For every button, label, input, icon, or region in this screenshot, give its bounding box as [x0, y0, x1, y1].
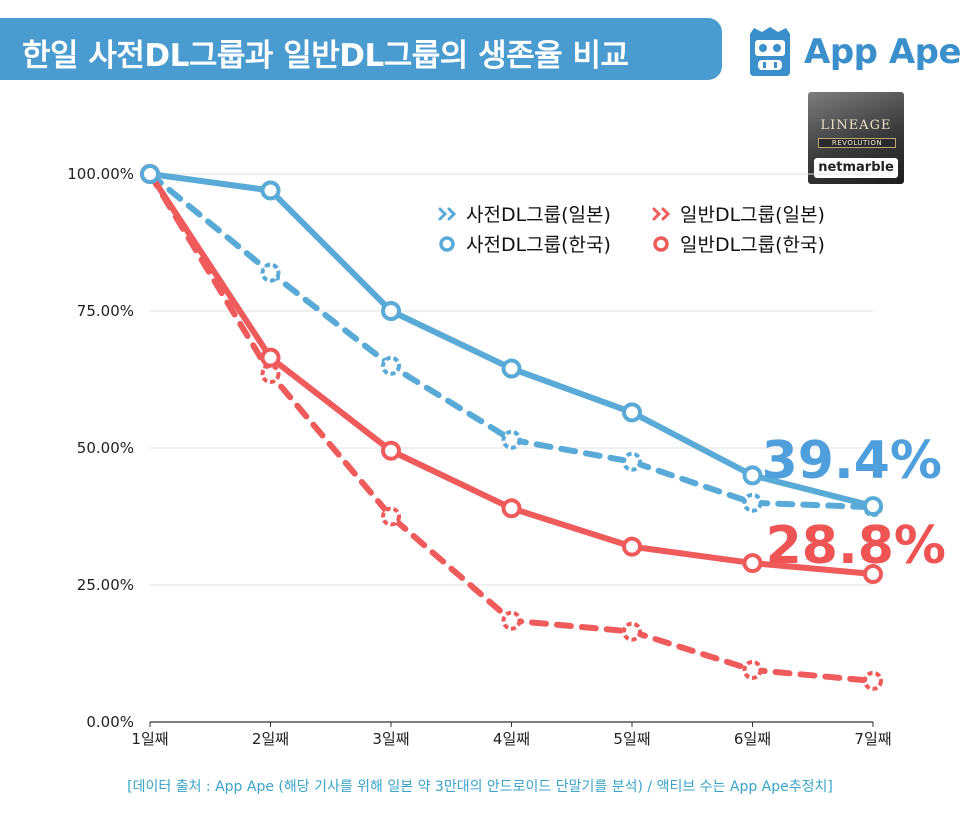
- y-tick-label: 0.00%: [86, 713, 134, 731]
- legend-swatch-solid: [653, 236, 669, 252]
- legend-swatch-solid: [439, 236, 455, 252]
- brand-logo: App Ape: [744, 24, 960, 80]
- tick-labels: 0.00% 25.00% 50.00% 75.00% 100.00% 1일째 2일째 3일째 4…: [67, 165, 891, 748]
- legend-label: 사전DL그룹(일본): [466, 204, 611, 226]
- series-1-point: [501, 610, 522, 631]
- game-logo: LINEAGE REVOLUTION netmarble: [808, 92, 904, 184]
- legend-item-3: 일반DL그룹(한국): [653, 234, 825, 256]
- x-tick-label: 5일째: [613, 730, 650, 748]
- series-1-point: [742, 659, 763, 680]
- series-3-point: [622, 536, 642, 557]
- page-title: 한일 사전DL그룹과 일반DL그룹의 생존율 비교: [22, 38, 629, 74]
- annotation-korea-final: 28.8%: [766, 516, 946, 576]
- annotations: 39.4% 28.8%: [762, 431, 946, 576]
- series-2-point: [381, 301, 401, 321]
- series-1-point: [863, 670, 883, 691]
- series-0-point: [501, 429, 522, 450]
- x-tick-label: 3일째: [372, 730, 409, 748]
- series-2-point: [140, 164, 160, 184]
- legend-item-2: 사전DL그룹(한국): [439, 234, 611, 256]
- series-0-point: [381, 355, 401, 376]
- x-tick-label: 4일째: [493, 730, 530, 748]
- series-2-point: [622, 402, 642, 423]
- series-1-point: [622, 621, 642, 642]
- legend-label: 사전DL그룹(한국): [466, 234, 611, 256]
- brand-name: App Ape: [804, 32, 960, 72]
- series-2-point: [742, 465, 763, 486]
- y-tick-label: 50.00%: [77, 439, 134, 457]
- series-3-point: [742, 553, 763, 574]
- series-2-point: [260, 180, 281, 201]
- y-tick-label: 75.00%: [77, 302, 134, 320]
- legend-swatch-dashed: [438, 207, 457, 221]
- series-2-point: [863, 496, 883, 517]
- x-tick-label: 7일째: [854, 730, 891, 748]
- x-tick-label: 2일째: [252, 730, 289, 748]
- legend: 사전DL그룹(일본) 일반DL그룹(일본) 사전DL그룹(한국) 일반DL그룹(한국): [438, 204, 825, 256]
- legend-item-0: 사전DL그룹(일본): [438, 204, 611, 226]
- title-banner: 한일 사전DL그룹과 일반DL그룹의 생존율 비교: [0, 18, 722, 80]
- legend-item-1: 일반DL그룹(일본): [652, 204, 825, 226]
- game-logo-title: LINEAGE: [820, 118, 892, 133]
- series-0-point: [260, 262, 281, 283]
- series-3-point: [863, 564, 883, 585]
- game-logo-subtitle: REVOLUTION: [818, 138, 896, 148]
- legend-label: 일반DL그룹(한국): [680, 234, 825, 256]
- series-1-point: [381, 506, 401, 527]
- x-tick-label: 1일째: [131, 730, 168, 748]
- axes: [149, 721, 874, 727]
- data-source-note: [데이터 출처 : App Ape (해당 기사를 위해 일본 약 3만대의 안…: [127, 779, 833, 795]
- series-3-point: [381, 440, 401, 461]
- series-0-point: [742, 492, 763, 513]
- legend-label: 일반DL그룹(일본): [680, 204, 825, 226]
- ape-face-icon: [750, 27, 790, 76]
- legend-swatch-dashed: [652, 207, 671, 221]
- y-tick-label: 25.00%: [77, 576, 134, 594]
- series-1-point: [260, 364, 281, 385]
- publisher-logo: netmarble: [814, 158, 898, 178]
- series-0-point: [622, 451, 642, 472]
- series-lines: [140, 164, 883, 691]
- y-tick-label: 100.00%: [67, 165, 134, 183]
- series-3-point: [501, 498, 522, 519]
- series-3-point: [260, 347, 281, 368]
- annotation-japan-final: 39.4%: [762, 431, 942, 491]
- series-2-point: [501, 358, 522, 379]
- x-tick-label: 6일째: [734, 730, 771, 748]
